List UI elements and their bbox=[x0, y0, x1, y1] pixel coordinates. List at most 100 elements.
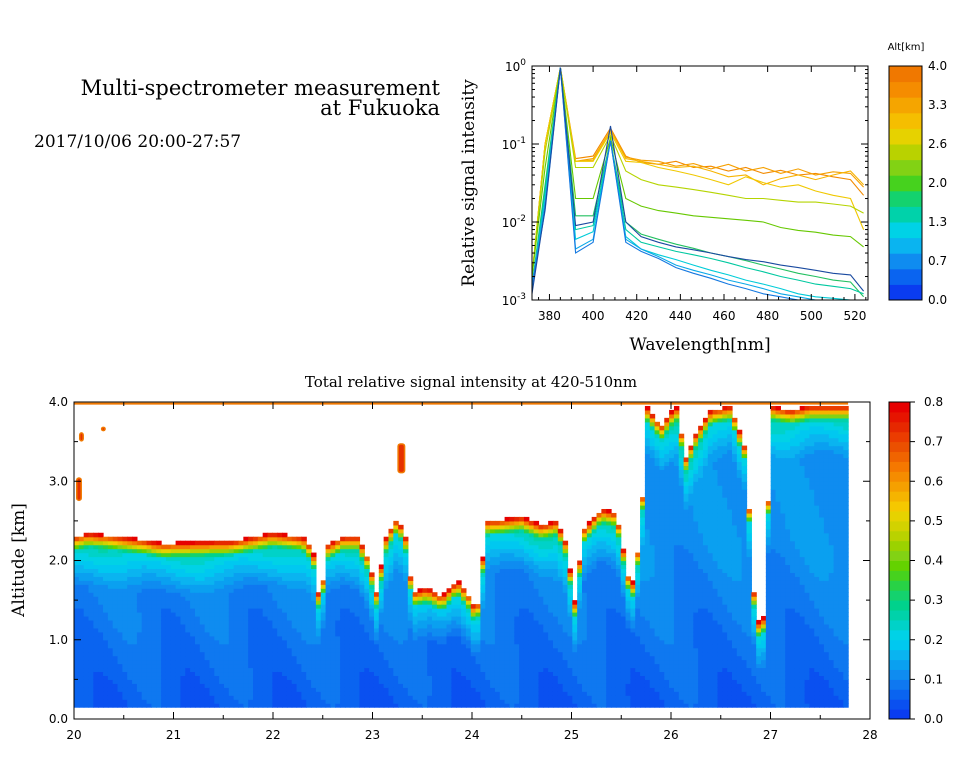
heatmap-cell bbox=[640, 560, 646, 566]
heatmap-cell bbox=[272, 667, 278, 673]
heatmap-cell bbox=[112, 647, 119, 653]
heatmap-cell bbox=[509, 596, 515, 601]
heatmap-cell bbox=[548, 647, 554, 653]
heatmap-cell bbox=[451, 619, 457, 625]
heatmap-cell bbox=[640, 691, 646, 696]
heatmap-cell bbox=[509, 631, 515, 637]
heatmap-cell bbox=[330, 568, 336, 573]
heatmap-cell bbox=[601, 703, 607, 708]
heatmap-cell bbox=[330, 576, 336, 581]
heatmap-cell bbox=[601, 516, 607, 522]
heatmap-cell bbox=[519, 635, 525, 641]
heatmap-cell bbox=[528, 608, 535, 613]
heatmap-cell bbox=[277, 683, 283, 688]
heatmap-cell bbox=[451, 667, 457, 673]
heatmap-cell bbox=[441, 631, 448, 637]
altitude-colorbar: Alt[km] 0.00.71.32.02.63.34.0 bbox=[888, 42, 948, 307]
heatmap-cell bbox=[117, 619, 123, 625]
heatmap-cell bbox=[253, 695, 259, 700]
heatmap-cell bbox=[165, 667, 172, 673]
heatmap-cell bbox=[562, 564, 569, 570]
heatmap-cell bbox=[606, 536, 612, 542]
heatmap-cell bbox=[543, 592, 549, 597]
heatmap-cell bbox=[567, 675, 573, 680]
heatmap-cell bbox=[548, 687, 554, 692]
heatmap-cell bbox=[490, 667, 496, 673]
heatmap-cell bbox=[257, 659, 264, 665]
heatmap-cell bbox=[112, 596, 119, 601]
heatmap-cell bbox=[393, 556, 399, 562]
heatmap-cell bbox=[543, 647, 549, 653]
heatmap-cell bbox=[262, 580, 269, 585]
heatmap-cell bbox=[499, 548, 506, 554]
heatmap-cell bbox=[151, 572, 157, 577]
heatmap-cell bbox=[238, 639, 244, 645]
heatmap-cell bbox=[494, 635, 501, 641]
heatmap-cell bbox=[257, 687, 264, 692]
heatmap-cell bbox=[112, 691, 119, 696]
heatmap-cell bbox=[422, 675, 428, 680]
heatmap-cell bbox=[219, 615, 225, 621]
heatmap-cell bbox=[180, 580, 186, 585]
heatmap-cell bbox=[383, 548, 390, 554]
heatmap-cell bbox=[499, 643, 506, 649]
heatmap-cell bbox=[344, 683, 351, 688]
heatmap-cell bbox=[199, 691, 206, 696]
heatmap-cell bbox=[538, 619, 544, 625]
heatmap-cell bbox=[441, 592, 448, 597]
heatmap-cell bbox=[88, 615, 94, 621]
heatmap-cell bbox=[552, 691, 559, 696]
heatmap-cell bbox=[485, 596, 491, 601]
heatmap-cell bbox=[136, 615, 143, 621]
heatmap-cell bbox=[490, 552, 496, 558]
heatmap-cell bbox=[388, 576, 394, 581]
heatmap-cell bbox=[253, 679, 259, 684]
heatmap-cell bbox=[83, 691, 90, 696]
heatmap-cell bbox=[277, 536, 283, 542]
heatmap-cell bbox=[170, 548, 177, 554]
heatmap-cell bbox=[156, 592, 162, 597]
heatmap-cell bbox=[315, 619, 322, 625]
heatmap-cell bbox=[640, 508, 646, 514]
heatmap-cell bbox=[262, 536, 269, 542]
heatmap-cell bbox=[301, 615, 307, 621]
heatmap-cell bbox=[301, 552, 307, 558]
heatmap-cell bbox=[199, 564, 206, 570]
heatmap-cell bbox=[548, 639, 554, 645]
heatmap-cell bbox=[282, 703, 288, 708]
heatmap-cell bbox=[577, 691, 583, 696]
heatmap-cell bbox=[228, 631, 235, 637]
heatmap-cell bbox=[228, 643, 235, 649]
altitude-colorbar-tick-label: 2.0 bbox=[928, 176, 947, 190]
heatmap-cell bbox=[403, 592, 409, 597]
heatmap-cell bbox=[83, 580, 90, 585]
heatmap-cell bbox=[349, 544, 356, 550]
heatmap-cell bbox=[557, 600, 564, 605]
heatmap-cell bbox=[320, 691, 327, 696]
heatmap-cell bbox=[311, 635, 317, 641]
heatmap-cell bbox=[456, 612, 462, 617]
heatmap-cell bbox=[223, 560, 230, 566]
heatmap-cell bbox=[301, 588, 307, 593]
heatmap-cell bbox=[103, 552, 109, 558]
heatmap-cell bbox=[465, 600, 472, 605]
heatmap-cell bbox=[296, 540, 302, 546]
heatmap-cell bbox=[267, 532, 273, 538]
heatmap-cell bbox=[282, 687, 288, 692]
heatmap-cell bbox=[257, 619, 264, 625]
heatmap-cell bbox=[83, 639, 90, 645]
heatmap-cell bbox=[403, 560, 409, 566]
heatmap-cell bbox=[340, 631, 346, 637]
heatmap-cell bbox=[485, 683, 491, 688]
heatmap-cell bbox=[204, 703, 211, 708]
heatmap-cell bbox=[422, 635, 428, 641]
heatmap-cell bbox=[543, 548, 549, 554]
heatmap-cell bbox=[98, 691, 104, 696]
heatmap-cell bbox=[485, 619, 491, 625]
heatmap-cell bbox=[393, 564, 399, 570]
heatmap-cell bbox=[552, 544, 559, 550]
heatmap-cell bbox=[253, 623, 259, 629]
heatmap-title: Total relative signal intensity at 420-5… bbox=[305, 373, 637, 391]
heatmap-cell bbox=[340, 667, 346, 673]
heatmap-cell bbox=[93, 695, 99, 700]
